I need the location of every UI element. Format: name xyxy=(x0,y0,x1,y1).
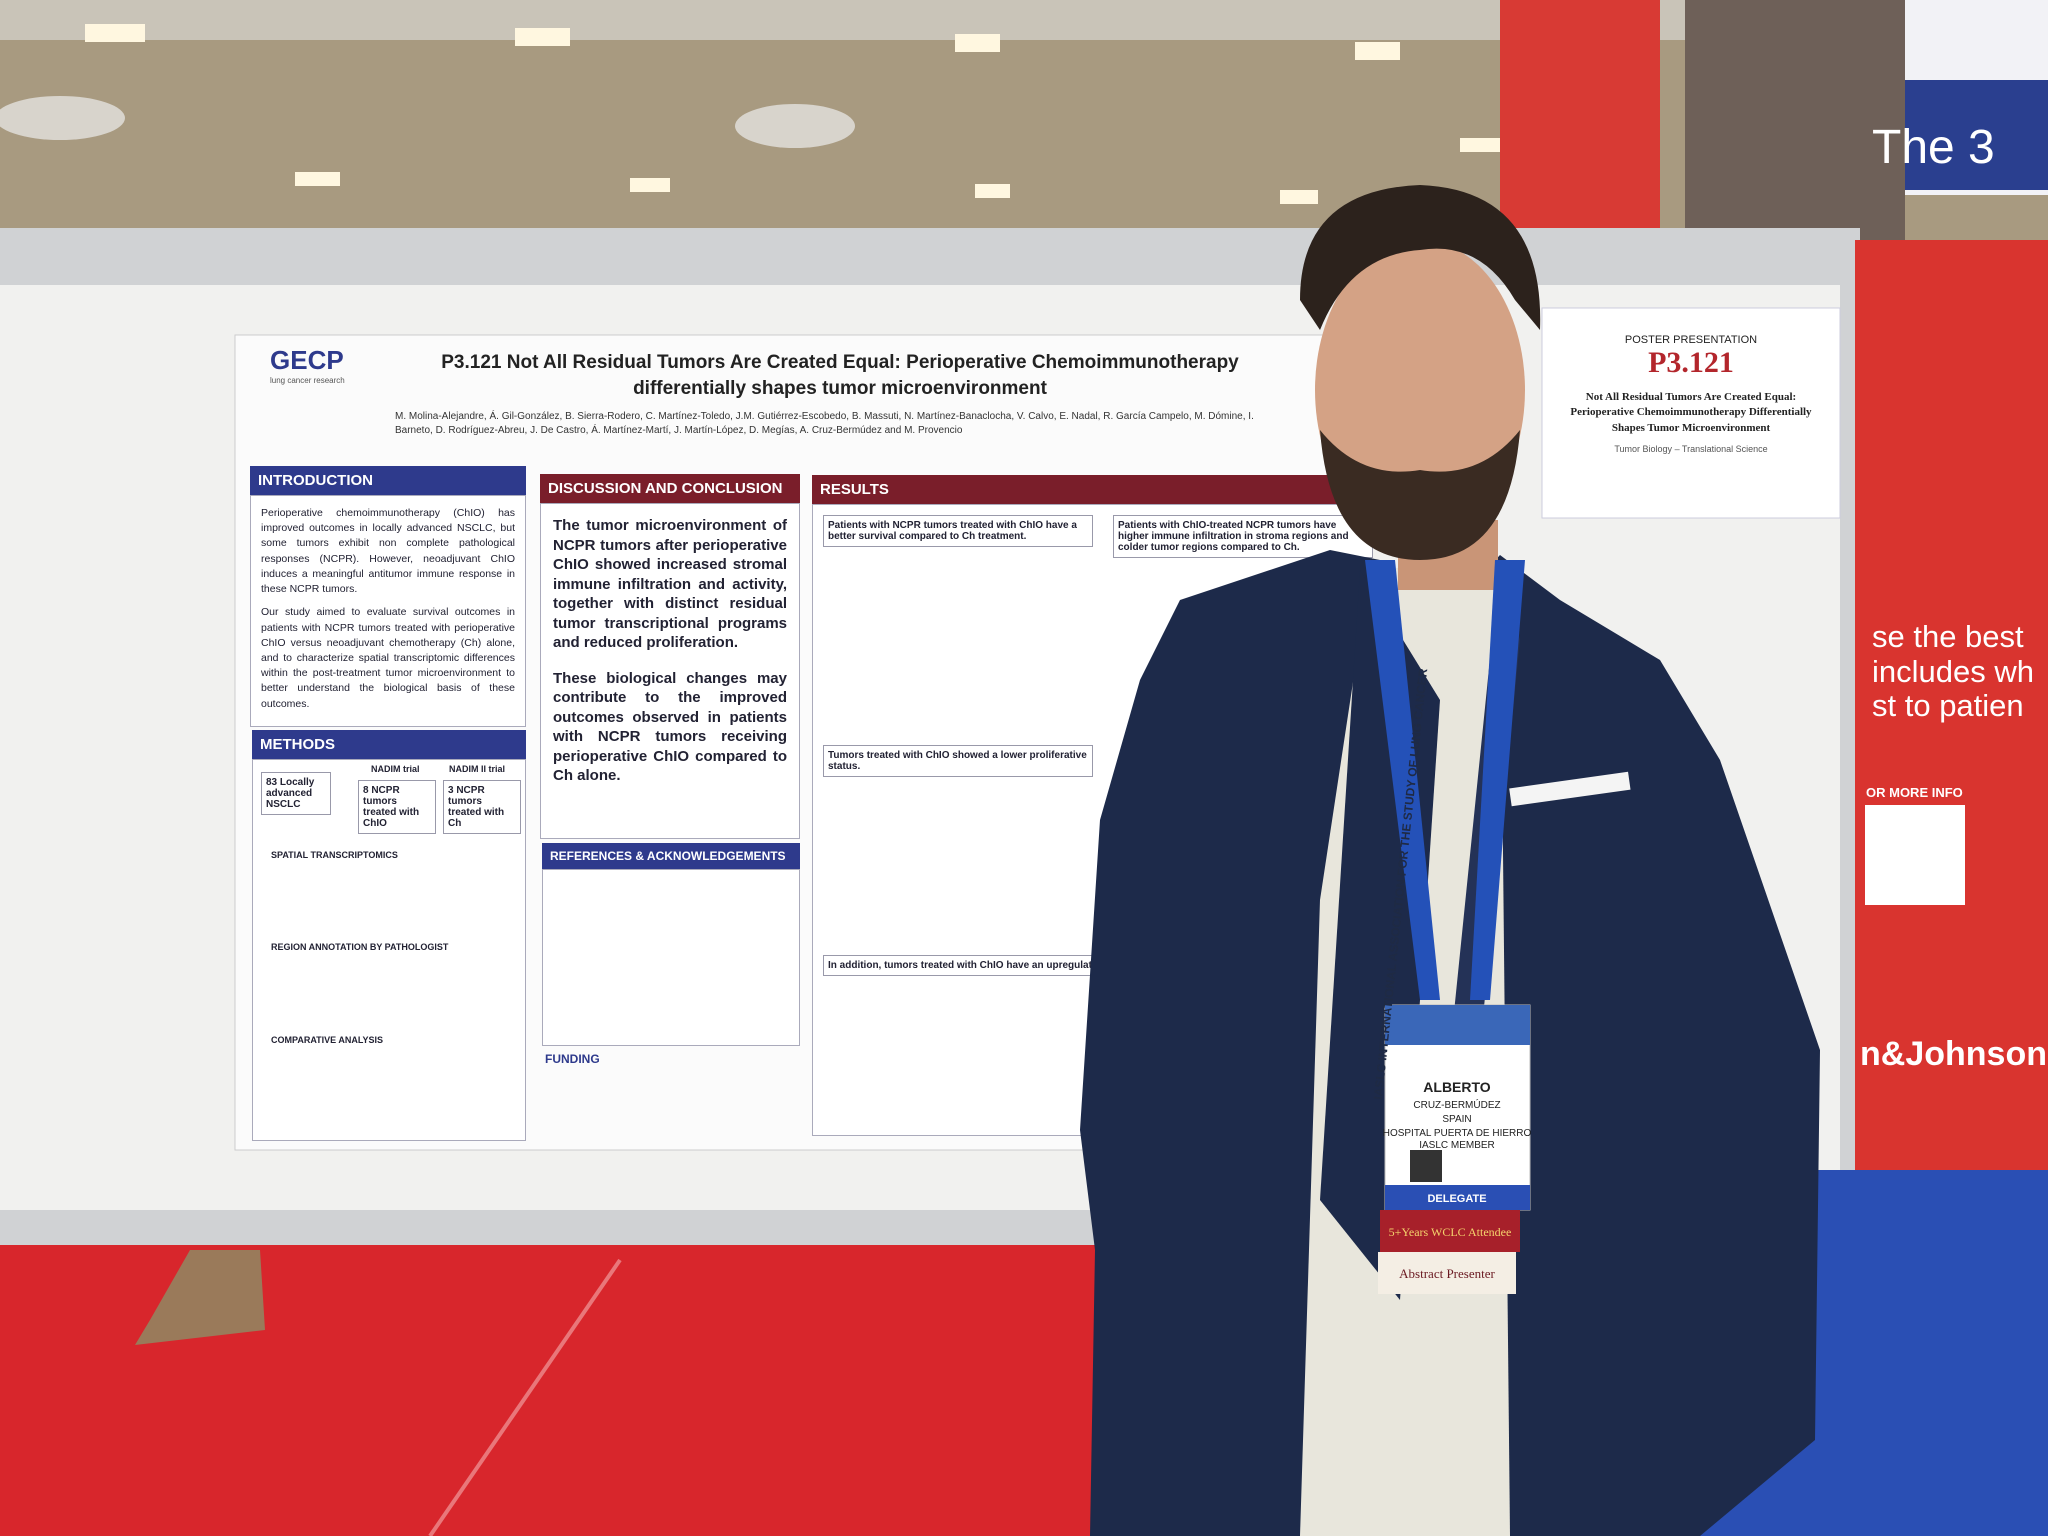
badge-header xyxy=(1385,1005,1530,1045)
ribbon-text: Abstract Presenter xyxy=(1399,1266,1495,1281)
section-heading: METHODS xyxy=(252,730,526,759)
logo-sub: lung cancer research xyxy=(270,376,345,385)
banner-lines: se the best includes wh st to patien xyxy=(1872,619,2034,724)
face xyxy=(1315,240,1525,540)
method-step: REGION ANNOTATION BY PATHOLOGIST xyxy=(271,942,449,952)
lanyard xyxy=(1470,560,1525,1000)
logo-text: GECP xyxy=(270,345,344,375)
badge-membership: IASLC MEMBER xyxy=(1419,1140,1495,1151)
pocket-square xyxy=(1509,771,1631,807)
section-heading: DISCUSSION AND CONCLUSION xyxy=(540,474,800,503)
trial-label: NADIM II trial xyxy=(449,764,506,774)
vent xyxy=(735,104,855,148)
shoe xyxy=(135,1250,265,1345)
hair xyxy=(1300,185,1541,330)
finding: Patients with NCPR tumors treated with C… xyxy=(823,515,1093,547)
section-body: 83 Locally advanced NSCLC NADIM trial 8 … xyxy=(252,759,526,1141)
introduction: INTRODUCTION Perioperative chemoimmunoth… xyxy=(250,466,526,727)
carpet-line xyxy=(428,1258,622,1536)
trial-box: 3 NCPR tumors treated with Ch xyxy=(443,780,521,834)
ribbon-text: 5+Years WCLC Attendee xyxy=(1389,1225,1512,1239)
paragraph: These biological changes may contribute … xyxy=(553,669,787,785)
paragraph: Perioperative chemoimmunotherapy (ChIO) … xyxy=(261,507,515,596)
method-step: COMPARATIVE ANALYSIS xyxy=(271,1035,384,1045)
sign-track: Tumor Biology – Translational Science xyxy=(1614,444,1768,455)
ad-text: The 3 xyxy=(1872,121,1995,174)
section-body: The tumor microenvironment of NCPR tumor… xyxy=(540,503,800,839)
methods: METHODS 83 Locally advanced NSCLC NADIM … xyxy=(252,730,526,1141)
poster-authors: M. Molina-Alejandre, Á. Gil-González, B.… xyxy=(395,411,1254,436)
sign-title: Not All Residual Tumors Are Created Equa… xyxy=(1570,391,1812,434)
section-heading: INTRODUCTION xyxy=(250,466,526,495)
references: REFERENCES & ACKNOWLEDGEMENTS xyxy=(542,843,800,1046)
banner-info: OR MORE INFO xyxy=(1866,785,1963,800)
red-panel xyxy=(1500,0,1660,240)
ad-stripe xyxy=(1905,80,2048,190)
ceiling-lights xyxy=(85,24,1500,204)
paragraph: Our study aimed to evaluate survival out… xyxy=(261,606,515,710)
badge-role-band xyxy=(1385,1185,1530,1210)
trial-label: NADIM trial xyxy=(371,764,420,774)
logo: GECP lung cancer research xyxy=(270,345,380,385)
paragraph: The tumor microenvironment of NCPR tumor… xyxy=(553,517,787,651)
badge-first-name: ALBERTO xyxy=(1423,1079,1491,1095)
funding: FUNDING xyxy=(545,1052,800,1066)
beard xyxy=(1320,430,1520,560)
ribbon xyxy=(1378,1252,1516,1294)
finding: Tumors treated with ChIO showed a lower … xyxy=(823,745,1093,777)
badge-last-name: CRUZ-BERMÚDEZ xyxy=(1413,1098,1500,1111)
ribbon xyxy=(1380,1210,1520,1252)
method-step: SPATIAL TRANSCRIPTOMICS xyxy=(271,850,398,860)
section-heading: REFERENCES & ACKNOWLEDGEMENTS xyxy=(542,843,800,869)
sign-content: POSTER PRESENTATION P3.121 Not All Resid… xyxy=(1550,312,1832,454)
trial-box: 8 NCPR tumors treated with ChIO xyxy=(358,780,436,834)
badge-institution: HOSPITAL PUERTA DE HIERRO xyxy=(1383,1128,1532,1139)
finding: Patients with ChIO-treated NCPR tumors h… xyxy=(1113,515,1373,558)
ad-photo xyxy=(1685,0,1905,240)
banner-line: includes wh xyxy=(1872,653,2034,689)
discussion: DISCUSSION AND CONCLUSION The tumor micr… xyxy=(540,474,800,839)
section-body xyxy=(542,869,800,1046)
banner-brand: n&Johnson xyxy=(1860,1035,2047,1073)
banner-line: se the best xyxy=(1872,619,2024,654)
lanyard xyxy=(1365,560,1440,1000)
poster-title: P3.121 Not All Residual Tumors Are Creat… xyxy=(441,352,1239,399)
badge-qr xyxy=(1410,1150,1442,1182)
sign-label: POSTER PRESENTATION xyxy=(1624,334,1758,346)
sign-code: P3.121 xyxy=(1648,346,1734,379)
red-banner xyxy=(1855,240,2048,1170)
badge-role: DELEGATE xyxy=(1427,1193,1486,1205)
section-body: Perioperative chemoimmunotherapy (ChIO) … xyxy=(250,495,526,727)
cohort: 83 Locally advanced NSCLC xyxy=(261,772,331,815)
section-heading: RESULTS xyxy=(812,475,1372,504)
qr-code xyxy=(1865,805,1965,905)
sign xyxy=(1541,307,1841,519)
vent xyxy=(0,96,125,140)
badge-country: SPAIN xyxy=(1442,1114,1471,1125)
banner-line: st to patien xyxy=(1872,688,2024,724)
section-heading: FUNDING xyxy=(545,1052,600,1066)
